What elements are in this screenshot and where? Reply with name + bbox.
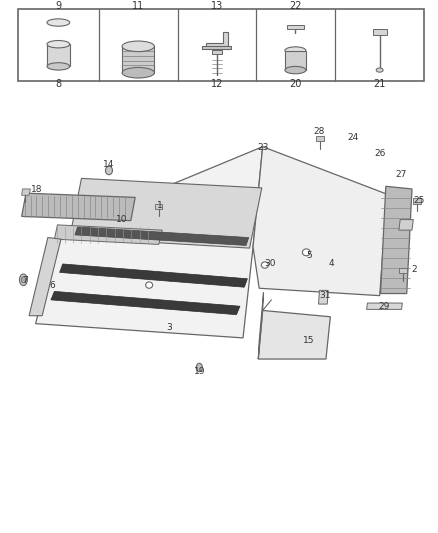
Polygon shape (399, 268, 407, 273)
Ellipse shape (21, 277, 25, 283)
Polygon shape (155, 204, 162, 209)
Polygon shape (318, 290, 328, 304)
Ellipse shape (106, 166, 113, 175)
Ellipse shape (47, 19, 70, 26)
Text: 1: 1 (157, 201, 163, 211)
Polygon shape (373, 29, 387, 35)
Text: 15: 15 (303, 336, 314, 345)
Ellipse shape (19, 274, 27, 286)
Text: 13: 13 (211, 1, 223, 11)
Text: 12: 12 (211, 79, 223, 90)
Polygon shape (122, 46, 154, 72)
Polygon shape (212, 50, 222, 54)
Text: 4: 4 (329, 260, 335, 269)
Polygon shape (287, 25, 304, 29)
Polygon shape (47, 44, 70, 67)
Text: 6: 6 (49, 280, 55, 289)
Polygon shape (21, 193, 135, 221)
Ellipse shape (261, 262, 268, 268)
Polygon shape (399, 220, 413, 230)
Ellipse shape (285, 47, 306, 54)
Text: 14: 14 (103, 160, 115, 169)
Polygon shape (285, 51, 306, 70)
Text: 29: 29 (378, 302, 390, 311)
Ellipse shape (302, 249, 310, 256)
Polygon shape (202, 46, 231, 50)
Text: 27: 27 (396, 169, 407, 179)
Polygon shape (60, 264, 247, 287)
Ellipse shape (47, 63, 70, 70)
Polygon shape (206, 31, 228, 49)
Ellipse shape (376, 68, 383, 72)
Polygon shape (381, 187, 412, 294)
Polygon shape (35, 147, 263, 338)
Ellipse shape (122, 68, 154, 78)
Polygon shape (253, 147, 387, 296)
Text: 3: 3 (166, 323, 172, 332)
Ellipse shape (146, 282, 152, 288)
Text: 19: 19 (194, 367, 205, 376)
Ellipse shape (47, 41, 70, 48)
Polygon shape (413, 198, 421, 204)
Polygon shape (70, 179, 262, 248)
Text: 25: 25 (413, 196, 425, 205)
Polygon shape (51, 292, 240, 314)
Text: 8: 8 (55, 79, 61, 90)
Text: 11: 11 (132, 1, 145, 11)
Text: 30: 30 (265, 260, 276, 269)
Bar (18, 10, 424, 80)
Polygon shape (75, 227, 249, 246)
Text: 28: 28 (313, 127, 324, 136)
Text: 7: 7 (22, 276, 28, 285)
Text: 2: 2 (412, 265, 417, 274)
Text: 22: 22 (289, 1, 302, 11)
Text: 24: 24 (348, 133, 359, 142)
Text: 31: 31 (319, 291, 330, 300)
Text: 26: 26 (374, 149, 385, 158)
Text: 21: 21 (374, 79, 386, 90)
Polygon shape (54, 225, 162, 245)
Polygon shape (367, 303, 403, 309)
Text: 9: 9 (55, 1, 61, 11)
Polygon shape (316, 136, 324, 141)
Polygon shape (21, 189, 30, 195)
Ellipse shape (196, 364, 202, 372)
Text: 10: 10 (117, 215, 128, 224)
Text: 23: 23 (258, 143, 269, 152)
Polygon shape (258, 293, 264, 359)
Polygon shape (258, 310, 330, 359)
Text: 20: 20 (289, 79, 302, 90)
Ellipse shape (285, 67, 306, 74)
Text: 18: 18 (31, 185, 42, 195)
Ellipse shape (122, 41, 154, 52)
Polygon shape (29, 238, 61, 316)
Text: 5: 5 (306, 251, 312, 260)
